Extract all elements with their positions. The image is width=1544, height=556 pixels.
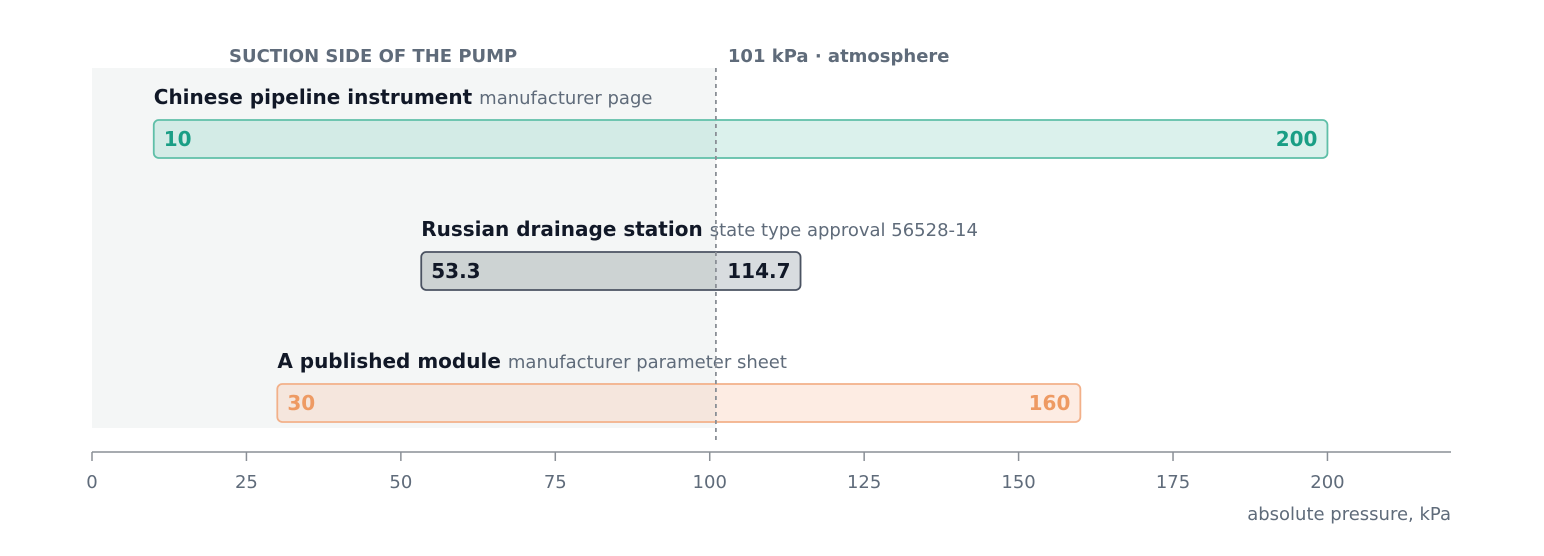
x-tick-label: 100 [693,472,727,493]
bar-max-value: 200 [1276,127,1318,151]
bar-name: Chinese pipeline instrument [154,85,473,109]
bar-min-value: 53.3 [431,259,480,283]
bar-title: Russian drainage station state type appro… [421,217,978,241]
x-tick-label: 0 [86,472,97,493]
range-bar [152,119,1329,159]
x-tick-label: 150 [1001,472,1035,493]
range-bar [420,251,802,291]
range-bar [276,383,1082,423]
bar-name: A published module [277,349,501,373]
bar-name: Russian drainage station [421,217,702,241]
suction-region-label: SUCTION SIDE OF THE PUMP [229,46,517,67]
x-tick-label: 25 [235,472,258,493]
range-bar-suction-fill [278,385,716,421]
atmosphere-label: 101 kPa · atmosphere [728,46,950,67]
x-axis-label: absolute pressure, kPa [1247,504,1451,525]
bar-max-value: 114.7 [727,259,790,283]
bar-min-value: 30 [287,391,315,415]
bar-source: manufacturer page [479,88,652,109]
x-tick-label: 200 [1310,472,1344,493]
bar-title: Chinese pipeline instrument manufacturer … [154,85,653,109]
bar-source: state type approval 56528-14 [710,220,978,241]
range-bar-suction-fill [422,253,716,289]
x-tick-label: 175 [1156,472,1190,493]
bar-min-value: 10 [164,127,192,151]
x-tick-label: 75 [544,472,567,493]
bar-source: manufacturer parameter sheet [508,352,787,373]
bar-max-value: 160 [1029,391,1071,415]
x-tick-label: 50 [389,472,412,493]
x-tick-label: 125 [847,472,881,493]
bar-title: A published module manufacturer parameter… [277,349,787,373]
range-bar-suction-fill [154,121,716,157]
